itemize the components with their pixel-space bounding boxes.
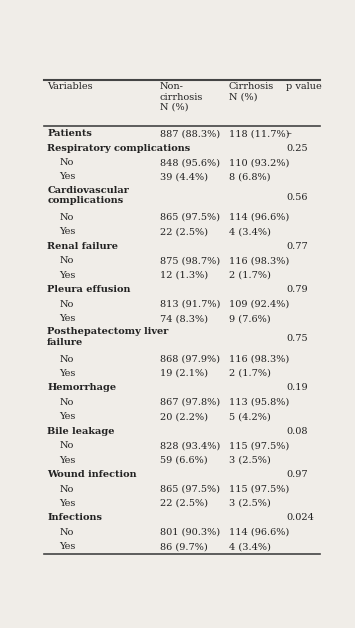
Text: Renal failure: Renal failure [47, 242, 118, 251]
Text: No: No [60, 355, 74, 364]
Text: 0.08: 0.08 [286, 427, 308, 436]
Text: 4 (3.4%): 4 (3.4%) [229, 227, 271, 236]
Text: Hemorrhage: Hemorrhage [47, 384, 116, 392]
Text: Yes: Yes [60, 173, 76, 181]
Text: 86 (9.7%): 86 (9.7%) [160, 543, 208, 551]
Text: Pleura effusion: Pleura effusion [47, 285, 131, 294]
Text: Yes: Yes [60, 543, 76, 551]
Text: 110 (93.2%): 110 (93.2%) [229, 158, 289, 167]
Text: 115 (97.5%): 115 (97.5%) [229, 441, 289, 450]
Text: Variables: Variables [47, 82, 93, 91]
Text: 22 (2.5%): 22 (2.5%) [160, 499, 208, 508]
Text: 109 (92.4%): 109 (92.4%) [229, 300, 289, 308]
Text: 114 (96.6%): 114 (96.6%) [229, 528, 289, 537]
Text: Non-
cirrhosis
N (%): Non- cirrhosis N (%) [160, 82, 203, 112]
Text: Yes: Yes [60, 369, 76, 378]
Text: 22 (2.5%): 22 (2.5%) [160, 227, 208, 236]
Text: 0.19: 0.19 [286, 384, 308, 392]
Text: 114 (96.6%): 114 (96.6%) [229, 213, 289, 222]
Text: 8 (6.8%): 8 (6.8%) [229, 173, 270, 181]
Text: Cirrhosis
N (%): Cirrhosis N (%) [229, 82, 274, 102]
Text: 3 (2.5%): 3 (2.5%) [229, 456, 271, 465]
Text: Wound infection: Wound infection [47, 470, 137, 479]
Text: No: No [60, 256, 74, 265]
Text: Infections: Infections [47, 514, 102, 522]
Text: 115 (97.5%): 115 (97.5%) [229, 485, 289, 494]
Text: 801 (90.3%): 801 (90.3%) [160, 528, 220, 537]
Text: 74 (8.3%): 74 (8.3%) [160, 314, 208, 323]
Text: No: No [60, 398, 74, 407]
Text: 865 (97.5%): 865 (97.5%) [160, 213, 220, 222]
Text: 0.024: 0.024 [286, 514, 315, 522]
Text: Yes: Yes [60, 456, 76, 465]
Text: Cardiovascular
complications: Cardiovascular complications [47, 186, 129, 205]
Text: Posthepatectomy liver
failure: Posthepatectomy liver failure [47, 327, 169, 347]
Text: 867 (97.8%): 867 (97.8%) [160, 398, 220, 407]
Text: 3 (2.5%): 3 (2.5%) [229, 499, 271, 508]
Text: 0.79: 0.79 [286, 285, 308, 294]
Text: 39 (4.4%): 39 (4.4%) [160, 173, 208, 181]
Text: 19 (2.1%): 19 (2.1%) [160, 369, 208, 378]
Text: 12 (1.3%): 12 (1.3%) [160, 271, 208, 279]
Text: 813 (91.7%): 813 (91.7%) [160, 300, 220, 308]
Text: 865 (97.5%): 865 (97.5%) [160, 485, 220, 494]
Text: Respiratory complications: Respiratory complications [47, 144, 190, 153]
Text: Yes: Yes [60, 314, 76, 323]
Text: 2 (1.7%): 2 (1.7%) [229, 369, 271, 378]
Text: 116 (98.3%): 116 (98.3%) [229, 256, 289, 265]
Text: No: No [60, 485, 74, 494]
Text: Yes: Yes [60, 271, 76, 279]
Text: Bile leakage: Bile leakage [47, 427, 115, 436]
Text: 0.75: 0.75 [286, 334, 308, 344]
Text: No: No [60, 213, 74, 222]
Text: No: No [60, 158, 74, 167]
Text: 118 (11.7%): 118 (11.7%) [229, 129, 289, 138]
Text: 887 (88.3%): 887 (88.3%) [160, 129, 220, 138]
Text: 2 (1.7%): 2 (1.7%) [229, 271, 271, 279]
Text: 5 (4.2%): 5 (4.2%) [229, 413, 271, 421]
Text: 59 (6.6%): 59 (6.6%) [160, 456, 208, 465]
Text: Yes: Yes [60, 227, 76, 236]
Text: 0.25: 0.25 [286, 144, 308, 153]
Text: –: – [286, 129, 291, 138]
Text: 116 (98.3%): 116 (98.3%) [229, 355, 289, 364]
Text: 0.97: 0.97 [286, 470, 308, 479]
Text: 0.56: 0.56 [286, 193, 308, 202]
Text: Yes: Yes [60, 499, 76, 508]
Text: 113 (95.8%): 113 (95.8%) [229, 398, 289, 407]
Text: 0.77: 0.77 [286, 242, 308, 251]
Text: No: No [60, 300, 74, 308]
Text: 848 (95.6%): 848 (95.6%) [160, 158, 220, 167]
Text: 20 (2.2%): 20 (2.2%) [160, 413, 208, 421]
Text: p value: p value [286, 82, 322, 91]
Text: 9 (7.6%): 9 (7.6%) [229, 314, 271, 323]
Text: 868 (97.9%): 868 (97.9%) [160, 355, 220, 364]
Text: 828 (93.4%): 828 (93.4%) [160, 441, 220, 450]
Text: Patients: Patients [47, 129, 92, 138]
Text: 4 (3.4%): 4 (3.4%) [229, 543, 271, 551]
Text: 875 (98.7%): 875 (98.7%) [160, 256, 220, 265]
Text: Yes: Yes [60, 413, 76, 421]
Text: No: No [60, 528, 74, 537]
Text: No: No [60, 441, 74, 450]
